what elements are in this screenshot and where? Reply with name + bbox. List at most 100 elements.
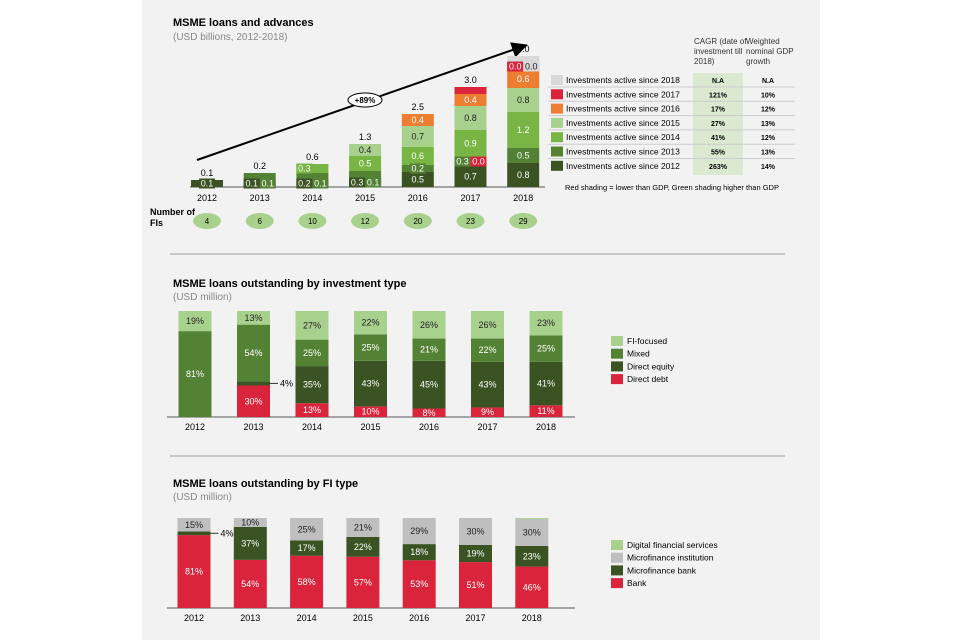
segment-label-bg bbox=[523, 61, 540, 72]
segment-label: 0.9 bbox=[464, 139, 477, 149]
bar-segment bbox=[349, 171, 382, 178]
segment-label: 0.8 bbox=[464, 113, 477, 123]
bar-segment bbox=[471, 407, 504, 417]
chart3-subtitle: (USD million) bbox=[173, 492, 232, 503]
segment-label: 0.8 bbox=[517, 170, 530, 180]
legend-label: Investments active since 2014 bbox=[566, 132, 680, 142]
segment-label: 54% bbox=[244, 348, 262, 358]
bar-segment bbox=[515, 566, 549, 608]
legend-swatch bbox=[551, 146, 563, 157]
fi-count-bubble bbox=[245, 213, 274, 229]
x-tick-label: 2018 bbox=[522, 613, 542, 623]
segment-label: 0.0 bbox=[525, 62, 538, 72]
x-tick-label: 2015 bbox=[360, 422, 380, 432]
segment-label-bg bbox=[409, 163, 426, 174]
bar-segment bbox=[507, 112, 540, 148]
bar-segment bbox=[401, 126, 434, 147]
chart2-plot: 0%0%81%19%201230%4%54%13%201313%35%25%27… bbox=[167, 311, 675, 432]
legend-swatch bbox=[611, 374, 623, 385]
legend-label: Investments active since 2018 bbox=[566, 75, 680, 85]
bar-segment bbox=[402, 560, 436, 608]
segment-label-bg bbox=[470, 156, 487, 167]
segment-label: 25% bbox=[361, 343, 379, 353]
segment-label-bg bbox=[365, 177, 382, 188]
fi-count-label-line2: FIs bbox=[150, 218, 163, 228]
segment-label: 0.7 bbox=[464, 172, 477, 182]
segment-label: 10% bbox=[241, 517, 259, 527]
segment-label: 53% bbox=[410, 579, 428, 589]
segment-label: 0.1 bbox=[261, 179, 274, 189]
segment-label: 26% bbox=[420, 320, 438, 330]
bar-segment bbox=[507, 88, 540, 112]
bar-segment bbox=[295, 403, 329, 417]
bar-segment bbox=[515, 545, 549, 567]
segment-label: 81% bbox=[186, 369, 204, 379]
gdp-value: 13% bbox=[761, 121, 776, 128]
bar-segment bbox=[412, 408, 446, 417]
segment-label-bg bbox=[259, 178, 276, 189]
segment-label-outside: 4% bbox=[221, 528, 234, 538]
bar-segment bbox=[296, 173, 329, 180]
legend-label: Investments active since 2015 bbox=[566, 118, 680, 128]
bar-segment bbox=[515, 518, 549, 546]
segment-label: 43% bbox=[361, 379, 379, 389]
segment-label-bg bbox=[296, 178, 313, 189]
fi-count-bubble bbox=[351, 213, 380, 229]
segment-label-bg bbox=[312, 178, 329, 189]
segment-label: 0.4 bbox=[464, 95, 477, 105]
legend-swatch bbox=[551, 103, 563, 114]
legend-label: Microfinance bank bbox=[627, 565, 697, 575]
segment-label: 17% bbox=[298, 543, 316, 553]
fi-count-bubble bbox=[456, 213, 485, 229]
bar-segment bbox=[454, 87, 487, 94]
cagr-value: 55% bbox=[711, 150, 726, 157]
bar-segment bbox=[402, 518, 436, 545]
table-header-gdp: growth bbox=[746, 57, 770, 66]
segment-label: 57% bbox=[354, 577, 372, 587]
segment-label: 30% bbox=[466, 527, 484, 537]
bar-segment bbox=[354, 334, 387, 361]
bar-segment bbox=[295, 311, 329, 340]
segment-label: 0.1 bbox=[367, 178, 380, 188]
segment-label: 19% bbox=[466, 549, 484, 559]
bar-segment bbox=[471, 311, 504, 339]
x-tick-label: 2016 bbox=[408, 193, 428, 203]
legend-label: Digital financial services bbox=[627, 540, 718, 550]
bar-segment bbox=[459, 562, 492, 608]
segment-label: 30% bbox=[244, 396, 262, 406]
x-tick-label: 2013 bbox=[250, 193, 270, 203]
bar-segment bbox=[346, 518, 380, 537]
segment-label: 18% bbox=[410, 547, 428, 557]
segment-label: 0.3 bbox=[456, 157, 469, 167]
segment-label: 0.1 bbox=[314, 179, 327, 189]
bar-segment bbox=[178, 311, 212, 332]
segment-label: 29% bbox=[410, 526, 428, 536]
x-tick-label: 2018 bbox=[513, 193, 533, 203]
segment-label: 21% bbox=[354, 522, 372, 532]
legend-swatch bbox=[551, 75, 563, 85]
legend-swatch bbox=[551, 132, 563, 143]
fi-count-value: 6 bbox=[257, 217, 262, 226]
segment-label: 15% bbox=[185, 520, 203, 530]
table-header-cagr: investment till bbox=[694, 47, 743, 56]
bar-segment bbox=[233, 518, 267, 527]
legend-label: Investments active since 2012 bbox=[566, 161, 680, 171]
x-tick-label: 2013 bbox=[240, 613, 260, 623]
segment-label: 0.5 bbox=[412, 175, 425, 185]
segment-label: 81% bbox=[185, 567, 203, 577]
bar-segment bbox=[471, 361, 504, 408]
x-tick-label: 2016 bbox=[409, 613, 429, 623]
bar-segment bbox=[454, 94, 487, 106]
bar-segment bbox=[515, 518, 549, 519]
x-tick-label: 2012 bbox=[184, 613, 204, 623]
segment-label: 13% bbox=[244, 313, 262, 323]
fi-count-value: 10 bbox=[308, 217, 317, 226]
bar-segment bbox=[459, 545, 492, 563]
segment-label-bg bbox=[296, 163, 313, 174]
table-header-cagr: 2018) bbox=[694, 57, 715, 66]
bar-segment bbox=[237, 381, 270, 386]
cagr-value: 27% bbox=[711, 121, 726, 128]
